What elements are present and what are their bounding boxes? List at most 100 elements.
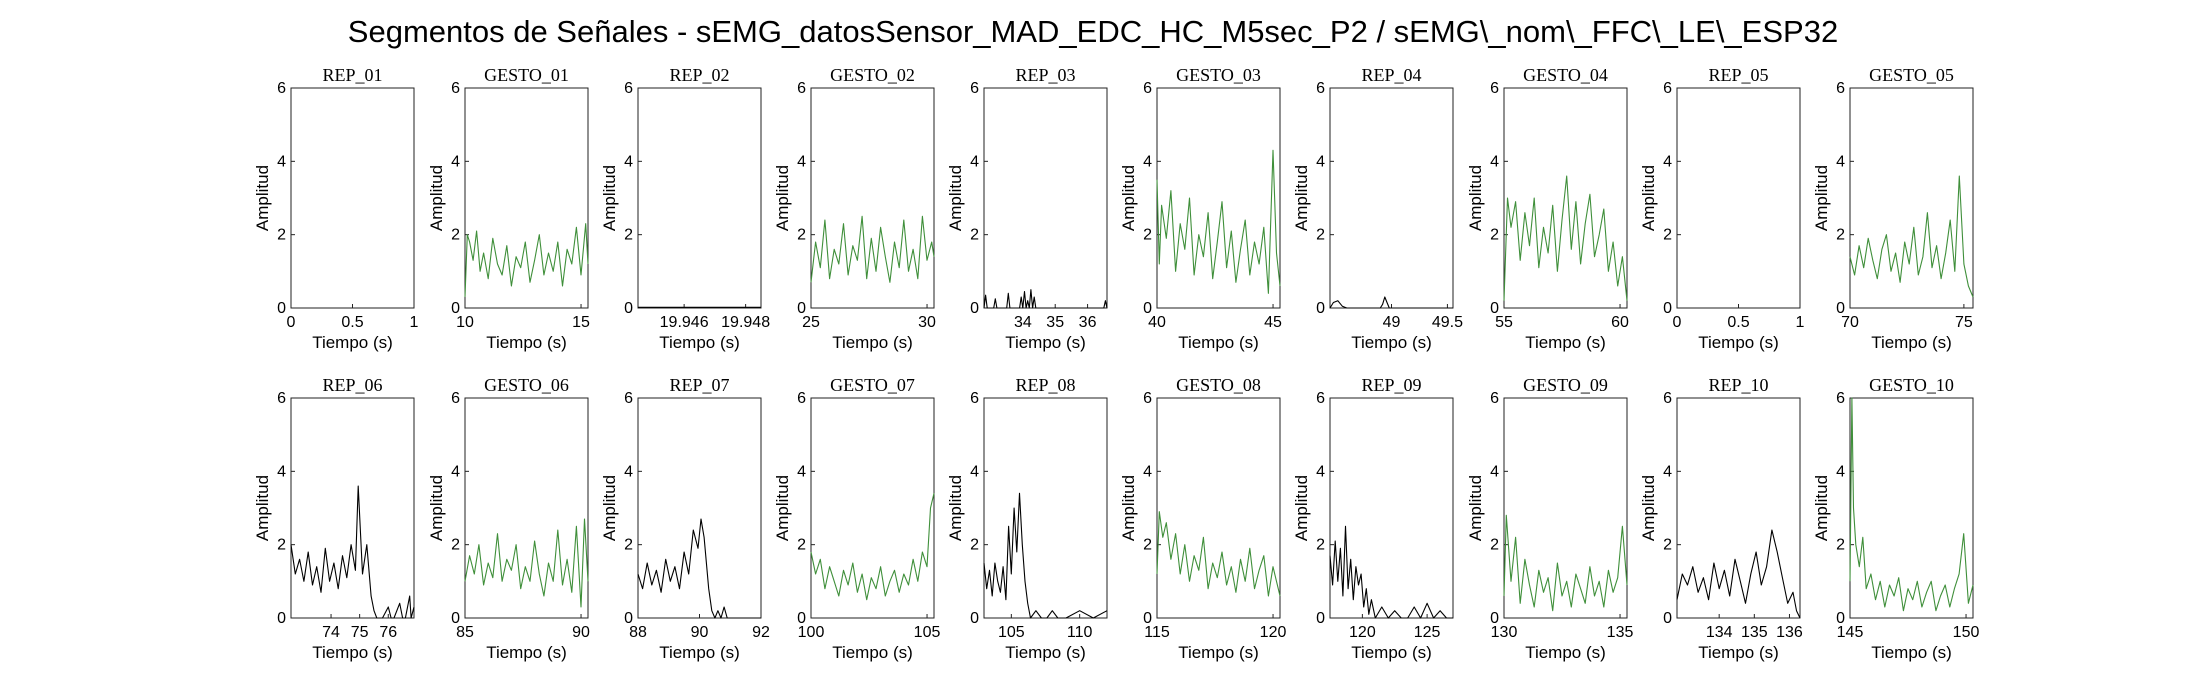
- y-tick-label: 0: [451, 610, 460, 627]
- y-tick-label: 6: [1663, 80, 1672, 97]
- x-tick-label: 74: [322, 624, 340, 641]
- panel-title: REP_10: [1708, 375, 1768, 395]
- y-tick-label: 0: [451, 300, 460, 317]
- y-tick-label: 2: [1143, 227, 1152, 244]
- y-tick-label: 2: [970, 227, 979, 244]
- y-tick-label: 4: [1490, 153, 1499, 170]
- x-tick-label: 85: [456, 624, 474, 641]
- axes-frame: [1849, 87, 1974, 309]
- y-tick-label: 0: [1490, 610, 1499, 627]
- y-tick-label: 0: [1490, 300, 1499, 317]
- axes-frame: [464, 397, 589, 619]
- x-tick-label: 135: [1741, 624, 1768, 641]
- signal-line-rep: [1676, 529, 1801, 619]
- panel-rep_02: REP_02 0 2 4 6 19.946 19.948 Tiempo (s) Amplitud: [600, 65, 770, 352]
- y-tick-label: 2: [451, 227, 460, 244]
- x-tick-label: 105: [914, 624, 941, 641]
- panel-gesto_04: GESTO_04 0 2 4 6 55 60 Tiempo (s) Amplitud: [1466, 65, 1629, 352]
- axes-frame: [1849, 397, 1974, 619]
- panel-rep_07: REP_07 0 2 4 6 88 90 92 Tiempo (s) Amplitud: [600, 375, 770, 662]
- panel-gesto_03: GESTO_03 0 2 4 6 40 45 Tiempo (s) Amplitud: [1119, 65, 1282, 352]
- y-tick-label: 0: [277, 610, 286, 627]
- y-tick-label: 6: [797, 80, 806, 97]
- y-axis-label: Amplitud: [1119, 475, 1138, 541]
- y-tick-label: 6: [1143, 390, 1152, 407]
- y-tick-label: 0: [277, 300, 286, 317]
- x-tick-label: 90: [572, 624, 590, 641]
- y-tick-label: 6: [970, 390, 979, 407]
- signal-line-rep: [290, 485, 415, 619]
- panel-rep_06: REP_06 0 2 4 6 74 75 76 Tiempo (s) Amplitud: [253, 375, 415, 662]
- x-tick-label: 34: [1014, 314, 1032, 331]
- x-tick-label: 110: [1067, 624, 1093, 641]
- y-tick-label: 0: [1143, 300, 1152, 317]
- signal-line-gesto: [1156, 511, 1281, 597]
- panel-title: GESTO_07: [830, 375, 915, 395]
- x-tick-label: 36: [1079, 314, 1097, 331]
- y-tick-label: 4: [1143, 463, 1152, 480]
- y-tick-label: 2: [1316, 537, 1325, 554]
- y-tick-label: 4: [970, 153, 979, 170]
- y-tick-label: 6: [1316, 80, 1325, 97]
- axes-frame: [1156, 397, 1281, 619]
- y-tick-label: 2: [1490, 537, 1499, 554]
- y-axis-label: Amplitud: [427, 165, 446, 231]
- y-tick-label: 4: [797, 463, 806, 480]
- y-tick-label: 2: [1143, 537, 1152, 554]
- axes-frame: [1329, 397, 1454, 619]
- x-tick-label: 115: [1144, 624, 1170, 641]
- panel-rep_03: REP_03 0 2 4 6 34 35 36 Tiempo (s) Amplitud: [946, 65, 1108, 352]
- axes-frame: [1156, 87, 1281, 309]
- x-axis-label: Tiempo (s): [1178, 333, 1259, 352]
- y-tick-label: 6: [970, 80, 979, 97]
- y-tick-label: 2: [1836, 227, 1845, 244]
- panel-title: GESTO_10: [1869, 375, 1954, 395]
- x-tick-label: 125: [1414, 624, 1441, 641]
- x-tick-label: 45: [1264, 314, 1282, 331]
- panel-rep_05: REP_05 0 2 4 6 0 0.5 1 Tiempo (s) Amplitud: [1639, 65, 1805, 352]
- y-tick-label: 2: [1490, 227, 1499, 244]
- y-tick-label: 2: [624, 537, 633, 554]
- x-tick-label: 145: [1837, 624, 1864, 641]
- y-tick-label: 0: [1663, 300, 1672, 317]
- x-tick-label: 130: [1491, 624, 1518, 641]
- y-tick-label: 6: [1836, 390, 1845, 407]
- x-axis-label: Tiempo (s): [1871, 333, 1952, 352]
- signal-line-gesto: [464, 518, 589, 608]
- axes-frame: [983, 87, 1108, 309]
- y-tick-label: 6: [1316, 390, 1325, 407]
- axes-frame: [1329, 87, 1454, 309]
- signal-line-gesto: [464, 223, 589, 298]
- x-axis-label: Tiempo (s): [1525, 333, 1606, 352]
- y-tick-label: 2: [797, 537, 806, 554]
- y-axis-label: Amplitud: [773, 165, 792, 231]
- x-axis-label: Tiempo (s): [486, 333, 567, 352]
- x-tick-label: 0: [287, 314, 296, 331]
- y-axis-label: Amplitud: [600, 165, 619, 231]
- y-tick-label: 4: [1143, 153, 1152, 170]
- axes-frame: [637, 397, 762, 619]
- y-tick-label: 6: [1836, 80, 1845, 97]
- panel-gesto_02: GESTO_02 0 2 4 6 25 30 Tiempo (s) Amplitud: [773, 65, 936, 352]
- panel-title: REP_08: [1015, 375, 1075, 395]
- y-axis-label: Amplitud: [773, 475, 792, 541]
- x-tick-label: 0.5: [1727, 314, 1749, 331]
- y-tick-label: 4: [277, 153, 286, 170]
- x-tick-label: 49.5: [1432, 314, 1463, 331]
- x-tick-label: 0: [1673, 314, 1682, 331]
- x-tick-label: 76: [379, 624, 397, 641]
- x-tick-label: 40: [1148, 314, 1166, 331]
- y-axis-label: Amplitud: [1466, 165, 1485, 231]
- x-tick-label: 150: [1953, 624, 1980, 641]
- y-axis-label: Amplitud: [1639, 475, 1658, 541]
- x-axis-label: Tiempo (s): [1005, 333, 1086, 352]
- x-tick-label: 88: [629, 624, 647, 641]
- y-tick-label: 2: [1836, 537, 1845, 554]
- y-tick-label: 0: [1836, 610, 1845, 627]
- y-tick-label: 4: [451, 463, 460, 480]
- x-axis-label: Tiempo (s): [1698, 333, 1779, 352]
- x-tick-label: 105: [998, 624, 1025, 641]
- panel-rep_01: REP_01 0 2 4 6 0 0.5 1 Tiempo (s) Amplitud: [253, 65, 419, 352]
- x-tick-label: 70: [1841, 314, 1859, 331]
